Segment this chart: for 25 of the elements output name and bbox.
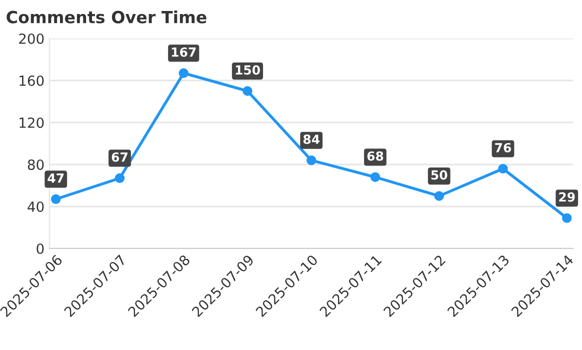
data-label: 29 [559, 192, 575, 202]
point [498, 164, 508, 174]
data-label: 150 [236, 65, 260, 75]
y-tick-label: 80 [28, 159, 44, 170]
point [242, 86, 252, 96]
point [306, 155, 316, 166]
y-tick-label: 40 [28, 201, 44, 212]
point [370, 172, 380, 182]
data-label: 76 [495, 142, 512, 152]
point [114, 173, 125, 184]
point [178, 68, 188, 78]
point [50, 194, 61, 204]
data-label: 50 [431, 170, 448, 180]
data-label: 84 [303, 134, 320, 144]
y-tick-label: 200 [19, 33, 44, 44]
data-label: 47 [48, 174, 64, 183]
data-label: 68 [367, 151, 384, 161]
y-tick-label: 160 [20, 75, 44, 86]
point [562, 213, 572, 223]
y-tick-label: 0 [36, 243, 44, 254]
chart-title: Comments Over Time [6, 10, 206, 24]
data-label: 67 [112, 152, 128, 162]
point [434, 191, 444, 201]
y-tick-label: 120 [20, 117, 44, 128]
data-label: 167 [172, 47, 196, 57]
